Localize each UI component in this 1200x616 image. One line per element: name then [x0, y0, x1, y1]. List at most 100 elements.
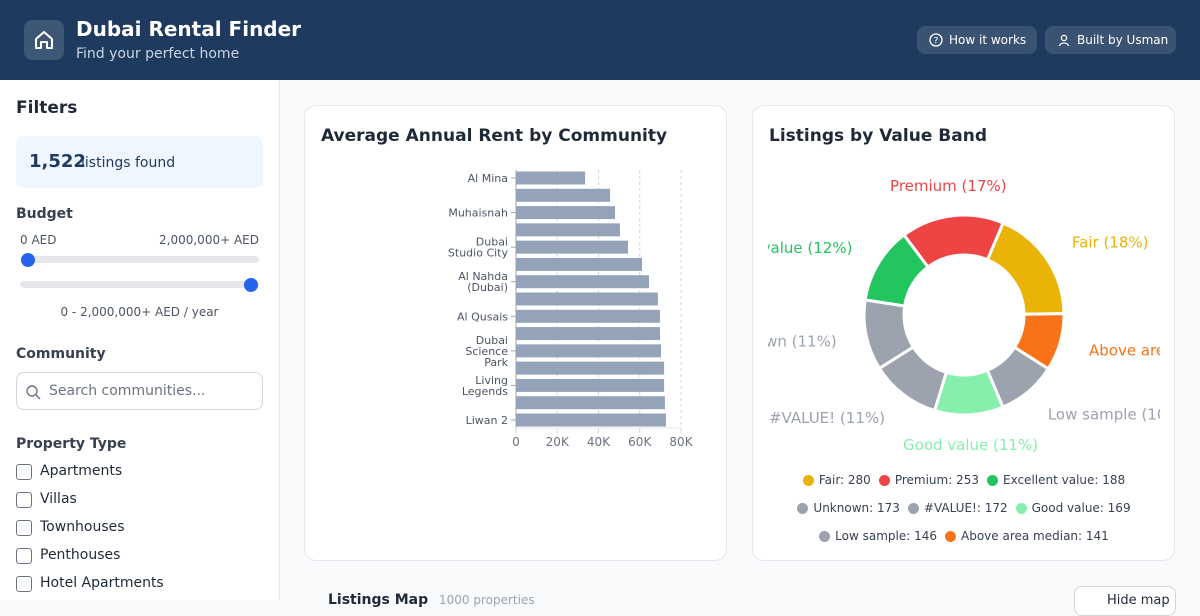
- bar: [516, 188, 611, 202]
- legend-swatch: [819, 530, 831, 542]
- bar: [516, 240, 628, 254]
- legend-swatch: [907, 502, 919, 514]
- legend-label: Fair: 280: [818, 473, 871, 487]
- app-title: Dubai Rental Finder: [76, 17, 302, 41]
- slider-thumb[interactable]: [244, 278, 258, 292]
- donut-chart: Fair (18%) Above area median (9%) Low samp…: [688, 177, 1187, 454]
- checkbox-label: Villas: [40, 491, 77, 507]
- count: 1,522: [29, 151, 86, 172]
- bar: [516, 223, 620, 237]
- legend-item[interactable]: #VALUE!: 172: [907, 499, 1008, 517]
- checkbox-box: [16, 492, 32, 508]
- legend-swatch: [986, 474, 998, 486]
- checkbox-label: Hotel Apartments: [40, 575, 164, 591]
- count-box: 1,522 listings found: [16, 136, 263, 188]
- legend-label: #VALUE!: 172: [923, 501, 1008, 515]
- user-icon: [1058, 34, 1070, 47]
- search-placeholder: Search communities...: [49, 383, 206, 399]
- slice-label: Excellent value (12%): [688, 239, 852, 257]
- home-icon: [35, 31, 53, 49]
- svg-text:?: ?: [934, 37, 939, 47]
- y-tick-label: Liwan 2: [466, 414, 508, 427]
- x-tick-label: 40K: [587, 435, 611, 449]
- legend-swatch: [945, 530, 957, 542]
- bar: [516, 292, 658, 306]
- checkbox-box: [16, 464, 32, 480]
- donut-slice: [901, 213, 1006, 270]
- slice-label: Fair (18%): [1072, 234, 1149, 252]
- legend-label: Above area median: 141: [961, 529, 1109, 543]
- slider-track: [20, 281, 259, 288]
- legend-item[interactable]: Above area median: 141: [945, 527, 1109, 545]
- legend-item[interactable]: Low sample: 146: [819, 527, 937, 545]
- bar: [516, 396, 665, 410]
- legend-label: Unknown: 173: [813, 501, 900, 515]
- checkbox-box: [16, 576, 32, 592]
- budget-max: 2,000,000+ AED: [159, 233, 259, 247]
- slider-track: [20, 256, 259, 263]
- legend-item[interactable]: Good value: 169: [1015, 499, 1131, 517]
- community-label: Community: [16, 346, 106, 362]
- bar: [516, 257, 643, 271]
- legend-label: Excellent value: 188: [1002, 473, 1126, 487]
- y-tick-label: Al Nahda (Dubai): [458, 270, 508, 294]
- y-tick-label: Muhaisnah: [448, 207, 508, 220]
- legend-swatch: [1015, 502, 1027, 514]
- checkbox-label: Apartments: [40, 463, 123, 479]
- bar: [516, 275, 650, 289]
- x-tick-label: 60K: [628, 435, 652, 449]
- header: Dubai Rental Finder Find your perfect ho…: [0, 0, 1200, 80]
- bar: [516, 309, 660, 323]
- legend-swatch: [878, 474, 890, 486]
- x-tick-label: 20K: [546, 435, 570, 449]
- checkbox-box: [16, 520, 32, 536]
- y-tick-label: Living Legends: [462, 374, 508, 398]
- legend-swatch: [797, 502, 809, 514]
- chart-title: Listings by Value Band: [769, 126, 987, 146]
- button[interactable]: Built by Usman: [1045, 26, 1176, 54]
- bar: [516, 171, 586, 185]
- slice-label: Good value (11%): [903, 436, 1038, 454]
- bar: [516, 206, 615, 220]
- bar: [516, 413, 666, 427]
- bar: [516, 344, 661, 358]
- legend: Fair: 280 Premium: 253 Excellent value: 18…: [778, 471, 1150, 545]
- x-tick-label: 0: [512, 435, 520, 449]
- legend-item[interactable]: Premium: 253: [878, 471, 979, 489]
- chart-title: Average Annual Rent by Community: [321, 126, 668, 146]
- sidebar-title: Filters: [16, 98, 78, 118]
- legend-item[interactable]: Unknown: 173: [797, 499, 900, 517]
- search-input[interactable]: Search communities...: [16, 372, 263, 410]
- button[interactable]: ? How it works: [917, 26, 1037, 54]
- slice-label: Low sample (10%): [1048, 405, 1187, 423]
- sidebar: Filters 1,522 listings found Budget 0 AE…: [0, 80, 280, 600]
- legend-item[interactable]: Excellent value: 188: [986, 471, 1126, 489]
- count-label: listings found: [81, 155, 176, 171]
- legend-item[interactable]: Fair: 280: [802, 471, 871, 489]
- legend-label: Premium: 253: [894, 473, 979, 487]
- bar: [516, 378, 665, 392]
- y-tick-label: Dubai Studio City: [448, 236, 509, 260]
- charts: Fair (18%) Above area median (9%) Low samp…: [448, 170, 1187, 454]
- donut-slice: [985, 220, 1066, 316]
- x-tick-label: 80K: [669, 435, 693, 449]
- slice-label: #VALUE! (11%): [769, 409, 885, 427]
- slice-label: Premium (17%): [890, 177, 1007, 195]
- legend-swatch: [802, 474, 814, 486]
- chart-card: Listings by Value Band: [752, 105, 1175, 561]
- y-tick-label: Al Mina: [468, 172, 508, 185]
- legend-label: Good value: 169: [1031, 501, 1131, 515]
- search-icon: [26, 385, 41, 400]
- checkbox-label: Townhouses: [40, 519, 125, 535]
- button-label: How it works: [949, 33, 1027, 47]
- bar: [516, 327, 660, 341]
- checkbox-label: Penthouses: [40, 547, 121, 563]
- y-tick-label: Dubai Science Park: [465, 334, 508, 369]
- slice-label: Unknown (11%): [717, 333, 836, 351]
- y-tick-label: Al Qusais: [457, 310, 508, 323]
- budget-min: 0 AED: [20, 233, 57, 247]
- app-subtitle: Find your perfect home: [76, 46, 240, 62]
- slider-thumb[interactable]: [21, 253, 35, 267]
- logo[interactable]: [24, 20, 64, 60]
